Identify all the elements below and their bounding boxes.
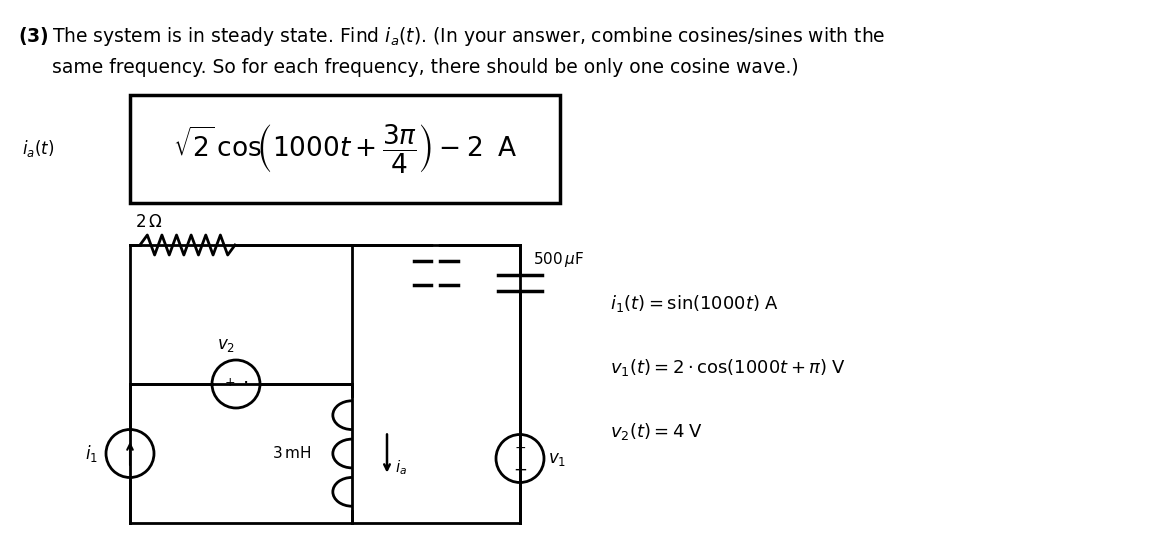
FancyBboxPatch shape [131, 95, 560, 203]
Text: $v_2$: $v_2$ [216, 336, 235, 354]
Text: $+$: $+$ [514, 441, 526, 456]
Text: $\cdot$: $\cdot$ [242, 372, 248, 391]
Text: $i_1(t) = \sin(1000t)\;\mathrm{A}$: $i_1(t) = \sin(1000t)\;\mathrm{A}$ [610, 292, 779, 314]
Text: $-$: $-$ [513, 460, 527, 477]
Text: $3\,\mathrm{mH}$: $3\,\mathrm{mH}$ [272, 446, 310, 462]
Text: $\mathbf{(3)}$: $\mathbf{(3)}$ [18, 25, 48, 47]
Text: $\sqrt{2}\,\cos\!\!\left(1000t+\dfrac{3\pi}{4}\right)-2\;\;\mathrm{A}$: $\sqrt{2}\,\cos\!\!\left(1000t+\dfrac{3\… [173, 123, 517, 175]
Text: $i_1$: $i_1$ [85, 443, 98, 464]
Text: $v_1$: $v_1$ [548, 450, 566, 467]
Text: $+$: $+$ [225, 376, 235, 388]
Text: $i_a(t)$: $i_a(t)$ [22, 139, 54, 159]
Text: $500\,\mu\mathrm{F}$: $500\,\mu\mathrm{F}$ [533, 250, 584, 269]
Text: same frequency. So for each frequency, there should be only one cosine wave.): same frequency. So for each frequency, t… [52, 58, 799, 77]
Text: $v_1(t) = 2\cdot\cos(1000t + \pi)\;\mathrm{V}$: $v_1(t) = 2\cdot\cos(1000t + \pi)\;\math… [610, 356, 846, 377]
Text: $v_2(t) = 4\;\mathrm{V}$: $v_2(t) = 4\;\mathrm{V}$ [610, 421, 703, 441]
Text: $i_a$: $i_a$ [395, 458, 407, 477]
Text: The system is in steady state. Find $i_a(t)$. (In your answer, combine cosines/s: The system is in steady state. Find $i_a… [52, 25, 886, 48]
Text: $2\,\Omega$: $2\,\Omega$ [135, 213, 162, 231]
